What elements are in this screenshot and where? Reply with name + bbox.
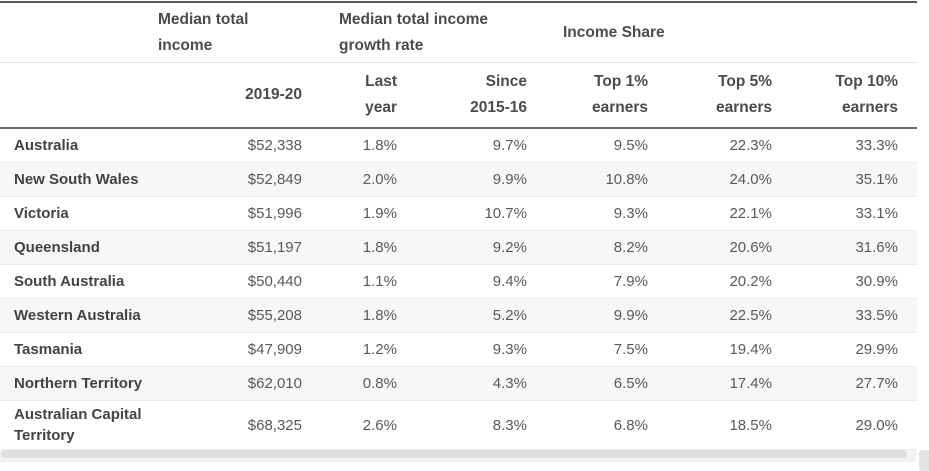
region-cell: New South Wales xyxy=(14,171,139,188)
region-cell: Western Australia xyxy=(14,307,141,324)
col-header-top-1pct: Top 1% earners xyxy=(591,73,648,116)
table-row-south-australia: South Australia $50,440 1.1% 9.4% 7.9% 2… xyxy=(0,265,917,299)
value-cell: 4.3% xyxy=(492,375,527,392)
region-cell: Victoria xyxy=(14,205,69,222)
col-header-since-2015-16: Since 2015-16 xyxy=(470,73,527,116)
group-header-growth-rate: Median total income growth rate xyxy=(339,10,488,54)
value-cell: 20.6% xyxy=(729,239,772,256)
value-cell: 31.6% xyxy=(855,239,898,256)
value-cell: 10.7% xyxy=(484,205,527,222)
value-cell: 10.8% xyxy=(605,171,648,188)
value-cell: 19.4% xyxy=(729,341,772,358)
value-cell: 9.9% xyxy=(492,171,527,188)
region-cell: Australian Capital Territory xyxy=(14,406,142,444)
table-row-queensland: Queensland $51,197 1.8% 9.2% 8.2% 20.6% … xyxy=(0,230,917,265)
region-cell: South Australia xyxy=(14,273,125,290)
group-header-income-share: Income Share xyxy=(563,23,665,41)
vertical-scrollbar-stub[interactable] xyxy=(919,450,929,471)
value-cell: 9.4% xyxy=(492,273,527,290)
value-cell: 24.0% xyxy=(729,171,772,188)
value-cell: 17.4% xyxy=(729,375,772,392)
value-cell: 9.5% xyxy=(613,137,648,154)
value-cell: 1.8% xyxy=(362,137,397,154)
value-cell: 27.7% xyxy=(855,375,898,392)
value-cell: 5.2% xyxy=(492,307,527,324)
value-cell: 8.3% xyxy=(492,416,527,434)
value-cell: $62,010 xyxy=(247,375,302,392)
value-cell: 20.2% xyxy=(729,273,772,290)
income-table: Median total income Median total income … xyxy=(0,1,917,450)
region-cell: Northern Territory xyxy=(14,375,143,392)
value-cell: 9.3% xyxy=(613,205,648,222)
value-cell: $50,440 xyxy=(247,273,302,290)
col-header-2019-20: 2019-20 xyxy=(245,86,302,104)
table-row-western-australia: Western Australia $55,208 1.8% 5.2% 9.9%… xyxy=(0,298,917,333)
table-body: Australia $52,338 1.8% 9.7% 9.5% 22.3% 3… xyxy=(0,128,917,450)
value-cell: 8.2% xyxy=(613,239,648,256)
value-cell: 29.9% xyxy=(855,341,898,358)
value-cell: 9.2% xyxy=(492,239,527,256)
region-cell: Australia xyxy=(14,137,79,154)
value-cell: 2.0% xyxy=(362,171,397,188)
value-cell: $68,325 xyxy=(247,416,302,434)
value-cell: $55,208 xyxy=(247,307,302,324)
corner-header xyxy=(0,2,150,63)
group-header-median-income: Median total income xyxy=(158,10,249,54)
table-row-victoria: Victoria $51,996 1.9% 10.7% 9.3% 22.1% 3… xyxy=(0,197,917,231)
value-cell: 35.1% xyxy=(855,171,898,188)
value-cell: 30.9% xyxy=(855,273,898,290)
region-cell: Queensland xyxy=(14,239,100,256)
value-cell: 33.1% xyxy=(855,205,898,222)
col-header-top-10pct: Top 10% earners xyxy=(835,73,898,116)
value-cell: 33.5% xyxy=(855,307,898,324)
value-cell: 9.3% xyxy=(492,341,527,358)
value-cell: $52,849 xyxy=(247,171,302,188)
value-cell: 1.8% xyxy=(362,307,397,324)
value-cell: 1.2% xyxy=(362,341,397,358)
value-cell: 2.6% xyxy=(362,416,397,434)
value-cell: 1.1% xyxy=(362,273,397,290)
value-cell: 6.5% xyxy=(613,375,648,392)
value-cell: $52,338 xyxy=(247,137,302,154)
table-row-nsw: New South Wales $52,849 2.0% 9.9% 10.8% … xyxy=(0,162,917,197)
value-cell: 22.3% xyxy=(729,137,772,154)
value-cell: 18.5% xyxy=(729,416,772,434)
value-cell: 0.8% xyxy=(362,375,397,392)
value-cell: 1.9% xyxy=(362,205,397,222)
horizontal-scrollbar-thumb[interactable] xyxy=(1,450,907,458)
group-header-row: Median total income Median total income … xyxy=(0,2,917,63)
column-header-row: 2019-20 Last year Since 2015-16 Top 1% e… xyxy=(0,63,917,129)
value-cell: 6.8% xyxy=(613,416,648,434)
value-cell: $47,909 xyxy=(247,341,302,358)
value-cell: 1.8% xyxy=(362,239,397,256)
value-cell: 22.5% xyxy=(729,307,772,324)
value-cell: 22.1% xyxy=(729,205,772,222)
value-cell: 29.0% xyxy=(855,416,898,434)
value-cell: $51,996 xyxy=(247,205,302,222)
value-cell: 33.3% xyxy=(855,137,898,154)
table-row-tasmania: Tasmania $47,909 1.2% 9.3% 7.5% 19.4% 29… xyxy=(0,333,917,367)
table-row-australia: Australia $52,338 1.8% 9.7% 9.5% 22.3% 3… xyxy=(0,128,917,163)
table-row-northern-territory: Northern Territory $62,010 0.8% 4.3% 6.5… xyxy=(0,366,917,401)
value-cell: 7.9% xyxy=(613,273,648,290)
region-cell: Tasmania xyxy=(14,341,83,358)
value-cell: 9.9% xyxy=(613,307,648,324)
corner-subheader xyxy=(0,63,150,129)
col-header-last-year: Last year xyxy=(365,73,397,116)
value-cell: 9.7% xyxy=(492,137,527,154)
table-row-act: Australian Capital Territory $68,325 2.6… xyxy=(0,401,917,450)
col-header-top-5pct: Top 5% earners xyxy=(715,73,772,116)
value-cell: $51,197 xyxy=(247,239,302,256)
value-cell: 7.5% xyxy=(613,341,648,358)
